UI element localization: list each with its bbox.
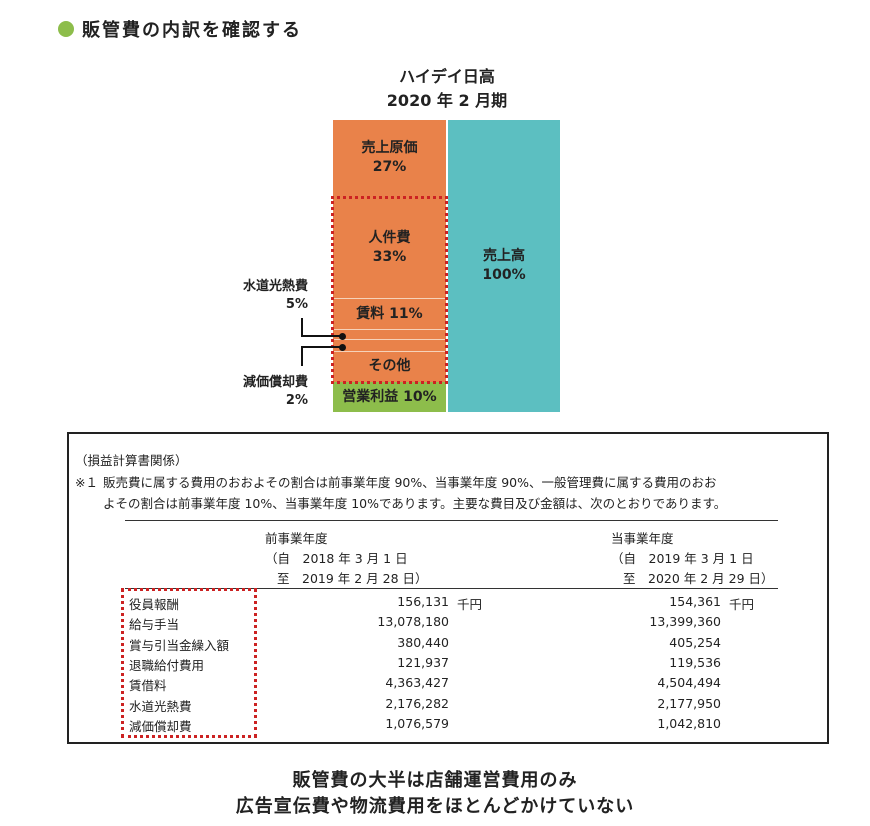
personnel-label: 人件費 — [368, 230, 411, 246]
prev-year-title: 前事業年度 — [265, 531, 328, 546]
curr-year-amount: 4,504,494 — [657, 675, 721, 691]
prev-year-amount: 1,076,579 — [385, 715, 449, 731]
curr-year-amount: 2,177,950 — [657, 695, 721, 711]
divider-line — [333, 329, 446, 330]
utilities-connector — [301, 318, 303, 336]
prev-year-from: （自 2018 年 3 月 1 日 — [265, 551, 408, 566]
expense-item-label: 水道光熱費 — [129, 698, 192, 714]
rent-block: 賃料 11% — [333, 300, 446, 328]
expense-item-label: 給与手当 — [129, 617, 180, 633]
prev-year-amount: 2,176,282 — [385, 695, 449, 711]
sga-highlight-frame — [331, 196, 448, 384]
chart-period: 2020 年 2 月期 — [386, 91, 508, 110]
footer-line-2: 広告宣伝費や物流費用をほとんどかけていない — [235, 796, 635, 817]
depreciation-label: 減価償却費 — [242, 375, 308, 390]
prev-unit-label: 千円 — [457, 597, 483, 612]
divider-line — [333, 298, 446, 299]
prev-year-amount: 156,131 — [397, 594, 449, 609]
operating-profit-label: 営業利益 10% — [342, 388, 437, 405]
curr-year-title: 当事業年度 — [611, 531, 674, 546]
rent-label: 賃料 11% — [356, 305, 423, 322]
utilities-callout: 水道光熱費 5% — [228, 278, 308, 314]
curr-year-amount: 119,536 — [669, 654, 721, 670]
personnel-block: 人件費 33% — [333, 228, 446, 268]
curr-unit-label: 千円 — [729, 597, 755, 612]
expense-item-label: 減価償却費 — [129, 718, 192, 734]
note-line-1: 販売費に属する費用のおおよその割合は前事業年度 90%、当事業年度 90%、一般… — [103, 475, 717, 490]
curr-year-amount: 13,399,360 — [649, 614, 721, 630]
sales-block: 売上高 100% — [448, 120, 560, 412]
personnel-pct: 33% — [372, 249, 407, 265]
income-statement-note: （損益計算書関係） ※１ 販売費に属する費用のおおよその割合は前事業年度 90%… — [67, 432, 829, 744]
depreciation-callout: 減価償却費 2% — [228, 374, 308, 410]
utilities-pct: 5% — [285, 297, 308, 312]
note-mark: ※１ — [75, 475, 98, 490]
curr-year-amount: 1,042,810 — [657, 715, 721, 731]
curr-year-amount: 154,361 — [669, 594, 721, 609]
note-header: （損益計算書関係） — [75, 453, 188, 468]
cost-of-sales-label: 売上原価 — [361, 140, 418, 156]
prev-year-amount: 121,937 — [397, 654, 449, 670]
section-heading: 販管費の内訳を確認する — [58, 16, 302, 42]
depreciation-connector — [301, 346, 303, 366]
heading-text: 販管費の内訳を確認する — [82, 20, 302, 41]
expense-item-label: 賃借料 — [129, 678, 167, 694]
other-label: その他 — [368, 357, 411, 374]
depreciation-connector — [301, 346, 343, 348]
expense-item-label: 退職給付費用 — [129, 657, 205, 673]
depreciation-pct: 2% — [285, 393, 308, 408]
prev-year-amount: 13,078,180 — [377, 614, 449, 630]
footer-line-1: 販管費の大半は店舗運営費用のみ — [292, 770, 578, 791]
cost-of-sales-block: 売上原価 27% — [333, 120, 446, 196]
curr-year-to: 至 2020 年 2 月 29 日） — [623, 571, 774, 586]
divider-line — [333, 351, 446, 352]
items-highlight-frame — [121, 588, 257, 738]
prev-year-to: 至 2019 年 2 月 28 日） — [277, 571, 428, 586]
prev-year-amount: 380,440 — [397, 634, 449, 650]
utilities-label: 水道光熱費 — [242, 279, 308, 294]
other-block: その他 — [333, 352, 446, 380]
utilities-connector — [301, 335, 343, 337]
curr-year-amount: 405,254 — [669, 634, 721, 650]
note-line-2: よその割合は前事業年度 10%、当事業年度 10%であります。主要な費目及び金額… — [103, 496, 727, 511]
expense-item-label: 賞与引当金繰入額 — [129, 637, 230, 653]
sales-label: 売上高 — [483, 248, 525, 264]
depreciation-marker — [339, 344, 346, 351]
chart-company: ハイデイ日高 — [399, 67, 495, 86]
sales-pct: 100% — [482, 267, 526, 283]
operating-profit-block: 営業利益 10% — [333, 382, 446, 412]
expense-item-label: 役員報酬 — [129, 597, 180, 612]
curr-year-from: （自 2019 年 3 月 1 日 — [611, 551, 754, 566]
cost-of-sales-pct: 27% — [372, 159, 407, 175]
table-header-rule — [125, 588, 778, 589]
table-top-rule — [125, 520, 778, 521]
green-bullet-icon — [58, 21, 74, 37]
prev-year-amount: 4,363,427 — [385, 675, 449, 691]
divider-line — [333, 339, 446, 340]
utilities-marker — [339, 333, 346, 340]
